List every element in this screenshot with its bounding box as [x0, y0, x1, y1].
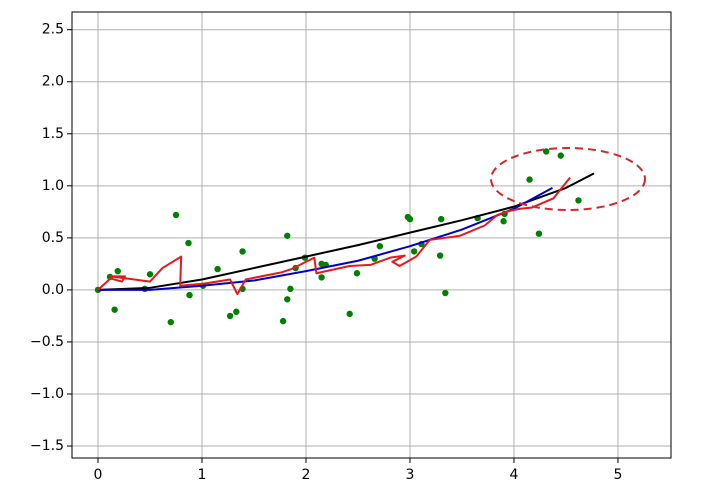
highlight-ellipse [490, 147, 646, 211]
scatter-point [376, 242, 384, 250]
scatter-point [146, 271, 154, 278]
scatter-point [233, 308, 240, 315]
x-tick-label: 4 [510, 467, 519, 483]
scatter-point [214, 265, 221, 273]
scatter-point [346, 310, 353, 318]
y-tick-label: −1.0 [30, 386, 64, 402]
line [97, 176, 571, 296]
y-tick-label: 1.0 [42, 178, 64, 194]
y-tick-label: −0.5 [30, 334, 64, 350]
scatter-point [111, 306, 118, 313]
x-tick-label: 3 [406, 467, 415, 483]
plot-frame [71, 11, 672, 459]
x-tick-label: 5 [614, 467, 623, 483]
scatter-point [410, 248, 418, 255]
scatter-point [353, 270, 361, 277]
scatter-point [287, 285, 294, 293]
scatter-point [239, 248, 246, 255]
scatter-point [543, 148, 550, 155]
y-tick-label: 1.5 [42, 126, 64, 142]
scatter-point [279, 317, 287, 325]
scatter-point [535, 230, 543, 237]
scatter-point [226, 312, 234, 320]
scatter-point [406, 215, 414, 223]
y-tick-label: 0.0 [42, 282, 64, 298]
scatter-point [526, 176, 533, 183]
scatter-point [442, 289, 449, 297]
scatter-point [436, 252, 444, 259]
ticks-layer: 0 1 2 3 4 5 −1.5 −1.0 −0.5 0.0 0.5 1.0 1.5 2.0 2.5 [30, 22, 622, 483]
scatter-point [437, 215, 445, 223]
y-tick-label: 0.5 [42, 230, 64, 246]
x-tick-label: 0 [94, 467, 103, 483]
scatter-point [172, 211, 180, 219]
y-tick-label: 2.0 [42, 74, 64, 90]
scatter-point [575, 197, 582, 204]
scatter-point [284, 232, 291, 239]
scatter-point [500, 218, 507, 225]
scatter-point [167, 318, 174, 326]
line [97, 187, 553, 291]
scatter-point [557, 152, 564, 159]
scatter-point [284, 296, 291, 303]
scatter-point [318, 274, 325, 281]
x-tick-label: 2 [302, 467, 311, 483]
grid-layer [72, 12, 671, 458]
y-tick-label: −1.5 [30, 438, 64, 454]
scatter-point [186, 291, 193, 299]
x-tick-label: 1 [198, 467, 207, 483]
y-tick-label: 2.5 [42, 22, 64, 38]
marks-layer [94, 148, 595, 326]
scatter-point [185, 239, 192, 247]
scatter-point [114, 267, 121, 275]
